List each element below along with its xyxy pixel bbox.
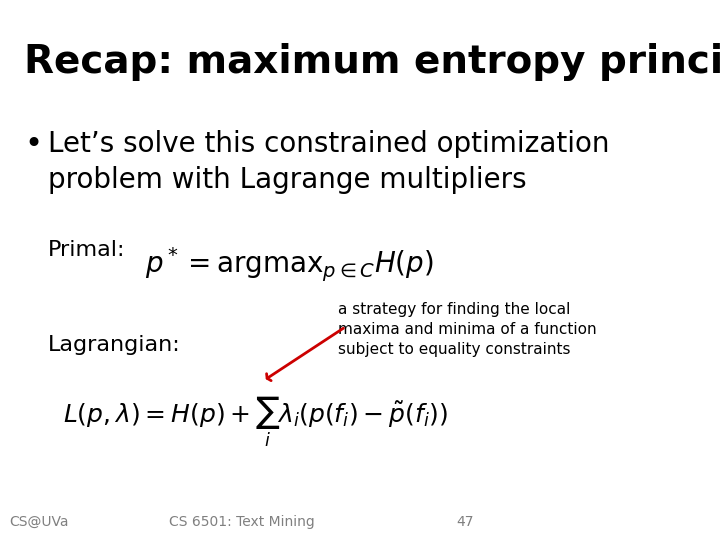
Text: 47: 47 bbox=[456, 515, 474, 529]
Text: CS@UVa: CS@UVa bbox=[9, 515, 69, 529]
Text: CS 6501: Text Mining: CS 6501: Text Mining bbox=[169, 515, 315, 529]
Text: Let’s solve this constrained optimization
problem with Lagrange multipliers: Let’s solve this constrained optimizatio… bbox=[48, 130, 610, 194]
Text: a strategy for finding the local
maxima and minima of a function
subject to equa: a strategy for finding the local maxima … bbox=[338, 302, 597, 357]
Text: Recap: maximum entropy principle: Recap: maximum entropy principle bbox=[24, 43, 720, 81]
Text: •: • bbox=[24, 130, 42, 159]
Text: $L(p, \lambda) = H(p) + \sum_i \lambda_i(p(f_i) - \tilde{p}(f_i))$: $L(p, \lambda) = H(p) + \sum_i \lambda_i… bbox=[63, 394, 448, 449]
Text: Primal:: Primal: bbox=[48, 240, 126, 260]
Text: $p^* = \mathrm{argmax}_{p \in C} H(p)$: $p^* = \mathrm{argmax}_{p \in C} H(p)$ bbox=[145, 246, 434, 284]
Text: Lagrangian:: Lagrangian: bbox=[48, 335, 181, 355]
